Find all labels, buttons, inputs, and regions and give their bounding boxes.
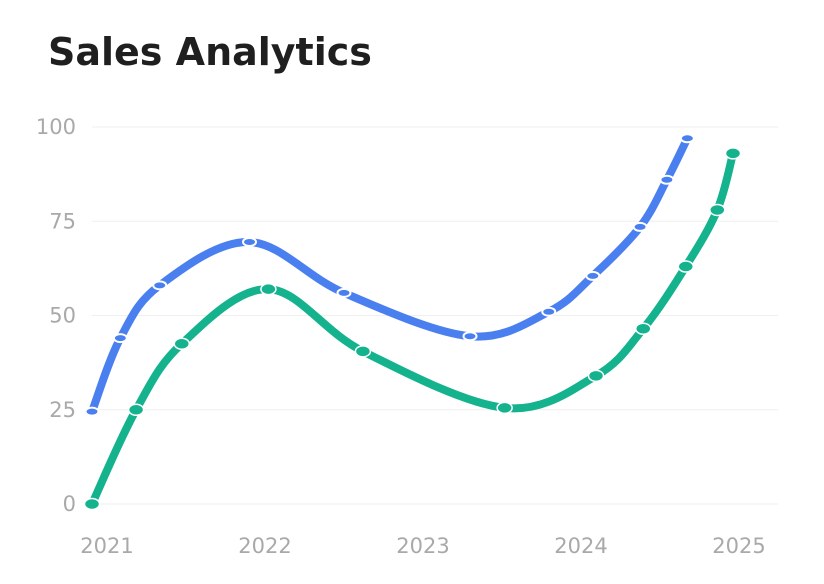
series-2-point: [709, 203, 726, 217]
series-2-point: [260, 282, 277, 296]
series-2-point: [173, 337, 191, 351]
series-1-point: [152, 280, 168, 291]
series-1-point: [462, 331, 478, 342]
y-tick-label: 0: [63, 492, 76, 516]
y-tick-label: 25: [49, 398, 76, 422]
y-tick-label: 100: [36, 115, 76, 139]
chart-title: Sales Analytics: [48, 30, 372, 74]
series-lines: [88, 134, 738, 508]
y-tick-label: 75: [49, 209, 76, 233]
series-2-point: [677, 260, 695, 273]
series-1-point: [679, 133, 695, 144]
series-2-point: [354, 345, 372, 358]
series-points: [83, 133, 742, 511]
series-2-point: [724, 147, 742, 160]
y-tick-label: 50: [49, 304, 76, 328]
series-1-point: [336, 287, 352, 298]
series-1-point: [84, 406, 100, 417]
series-2-point: [83, 497, 101, 511]
series-1-point: [585, 270, 601, 281]
series-1-point: [659, 174, 675, 185]
series-1-point: [632, 221, 648, 232]
series-2-point: [587, 369, 605, 383]
x-tick-label: 2023: [396, 534, 449, 558]
series-1-point: [112, 333, 128, 344]
series-2-point: [635, 322, 652, 335]
series-1-point: [541, 306, 557, 317]
y-axis-ticks: 0 25 50 75 100: [36, 115, 76, 516]
x-tick-label: 2021: [80, 534, 133, 558]
x-tick-label: 2022: [238, 534, 291, 558]
series-2-point: [127, 403, 145, 416]
series-1-point: [242, 236, 257, 247]
series-2-point: [496, 401, 513, 415]
x-tick-label: 2024: [554, 534, 607, 558]
x-axis-ticks: 2021 2022 2023 2024 2025: [80, 534, 765, 558]
x-tick-label: 2025: [712, 534, 765, 558]
grid-lines: [92, 126, 778, 505]
